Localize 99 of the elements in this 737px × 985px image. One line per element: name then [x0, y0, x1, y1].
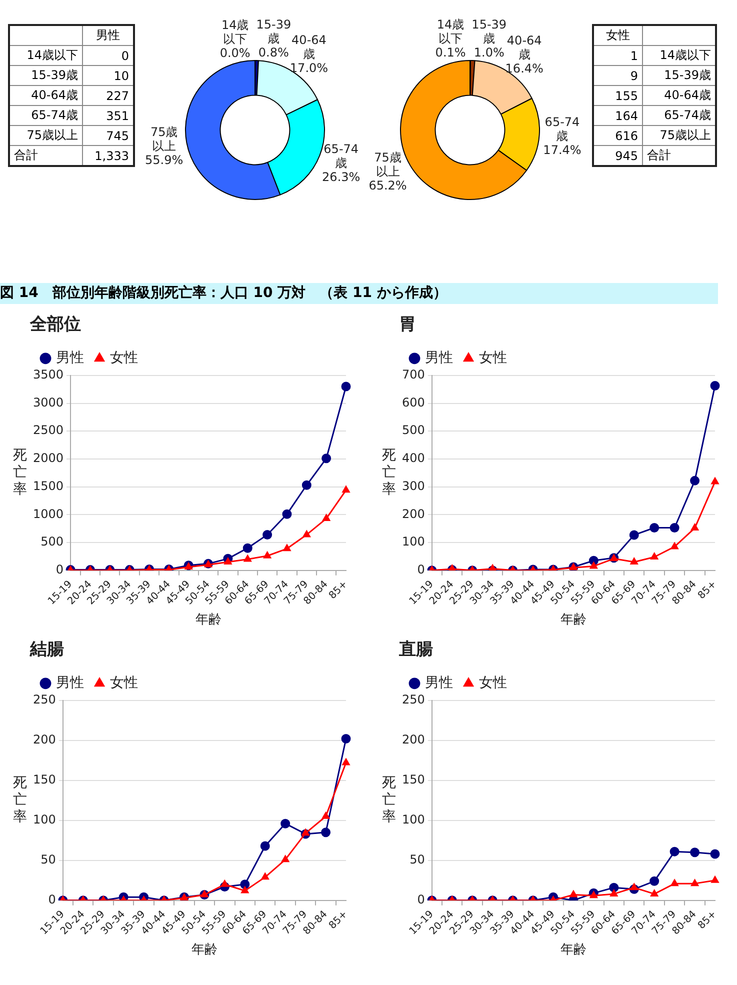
- category-label: 40-64歳: [9, 86, 82, 106]
- y-tick-label: 250: [402, 692, 425, 707]
- x-tick-label: 85+: [327, 908, 350, 932]
- category-label: 75歳以上: [642, 126, 716, 146]
- y-axis-title: 死亡率: [13, 448, 27, 498]
- data-label: 26.3%: [322, 170, 360, 184]
- category-label: 14歳以下: [642, 46, 716, 66]
- y-tick-label: 300: [402, 478, 425, 493]
- data-label: 155: [593, 86, 642, 106]
- data-label: 0.8%: [258, 46, 289, 60]
- y-tick-label: 200: [402, 732, 425, 747]
- x-axis-title: 年齢: [195, 612, 222, 628]
- x-axis-title: 年齢: [560, 612, 586, 628]
- x-axis-title: 年齢: [560, 942, 586, 958]
- chart-title: 胃: [399, 314, 416, 335]
- y-tick-label: 600: [402, 395, 425, 410]
- data-label: 0: [82, 46, 134, 66]
- slice-label: 65-74歳: [324, 142, 359, 170]
- data-label: 9: [593, 66, 642, 86]
- text: 女性: [593, 25, 642, 46]
- y-tick-label: 2500: [32, 423, 64, 438]
- y-tick-label: 50: [410, 852, 425, 866]
- data-label: 745: [82, 126, 134, 146]
- y-tick-label: 0: [56, 562, 64, 576]
- y-tick-label: 200: [33, 732, 56, 747]
- y-tick-label: 3500: [32, 368, 64, 382]
- category-label: 40-64歳: [642, 86, 716, 106]
- x-tick-label: 85+: [327, 578, 350, 602]
- legend-label: 女性: [110, 350, 138, 366]
- chart-title: 直腸: [398, 640, 433, 660]
- y-tick-label: 100: [33, 812, 56, 827]
- chart-title: 結腸: [29, 640, 64, 660]
- slice-label: 15-39歳: [472, 18, 507, 46]
- chart-title: 全部位: [29, 314, 81, 335]
- category-label: 65-74歳: [9, 106, 82, 126]
- slice-label: 40-64歳: [292, 33, 326, 62]
- data-label: 616: [593, 126, 642, 146]
- category-label: 15-39歳: [642, 66, 716, 86]
- x-tick-label: 85+: [696, 578, 719, 602]
- category-label: 15-39歳: [9, 66, 82, 86]
- y-axis-title: 死亡率: [382, 775, 396, 826]
- legend-label: 男性: [425, 350, 453, 366]
- y-tick-label: 50: [40, 852, 56, 866]
- y-tick-label: 1500: [32, 478, 64, 493]
- legend-label: 男性: [56, 675, 84, 692]
- y-tick-label: 100: [402, 812, 425, 827]
- y-tick-label: 150: [402, 772, 425, 787]
- y-tick-label: 250: [33, 692, 56, 707]
- y-tick-label: 2000: [32, 451, 64, 466]
- y-tick-label: 150: [33, 772, 56, 787]
- y-tick-label: 700: [402, 368, 425, 382]
- data-label: 17.0%: [290, 61, 328, 76]
- y-tick-label: 500: [402, 423, 425, 438]
- slice-label: 14歳以下: [436, 18, 464, 46]
- y-tick-label: 1000: [32, 506, 64, 521]
- y-tick-label: 100: [402, 534, 425, 549]
- data-label: 1.0%: [474, 46, 504, 60]
- y-tick-label: 3000: [32, 395, 64, 410]
- data-label: 0.1%: [435, 46, 466, 60]
- data-label: 65.2%: [368, 178, 407, 192]
- data-label: 227: [82, 86, 134, 106]
- slice-label: 75歳以上: [374, 150, 402, 178]
- y-tick-label: 500: [40, 534, 64, 549]
- text: 男性: [82, 25, 134, 46]
- y-tick-label: 400: [402, 451, 425, 466]
- text: 合計: [9, 146, 82, 166]
- legend-label: 女性: [479, 675, 507, 692]
- data-label: 55.9%: [145, 153, 184, 168]
- text: 合計: [642, 146, 716, 166]
- x-axis-title: 年齢: [191, 942, 218, 958]
- legend-label: 男性: [56, 350, 84, 366]
- y-axis-title: 死亡率: [13, 775, 27, 826]
- x-tick-label: 85+: [696, 908, 719, 932]
- slice-label: 40-64歳: [506, 33, 542, 62]
- category-label: 14歳以下: [221, 18, 249, 46]
- legend-label: 女性: [110, 675, 138, 692]
- legend-label: 男性: [425, 675, 453, 692]
- data-label: 16.4%: [505, 61, 544, 76]
- category-label: 65-74歳: [642, 106, 716, 126]
- y-tick-label: 0: [417, 892, 425, 906]
- text: 1,333: [82, 146, 134, 166]
- slice-label: 75歳以上: [150, 125, 178, 154]
- y-tick-label: 200: [402, 506, 425, 521]
- chart-subtitle: 図 14 部位別年齢階級別死亡率：人口 10 万対 （表 11 から作成）: [0, 283, 718, 304]
- data-label: 17.4%: [543, 142, 582, 157]
- category-label: 75歳以上: [9, 126, 82, 146]
- text: 0.0%: [220, 46, 250, 60]
- data-label: 1: [593, 46, 642, 66]
- data-label: 164: [593, 106, 642, 126]
- y-tick-label: 0: [48, 892, 56, 906]
- slice-label: 65-74歳: [544, 114, 580, 143]
- data-label: 351: [82, 106, 134, 126]
- data-label: 10: [82, 66, 134, 86]
- slice-label: 15-39歳: [256, 18, 292, 46]
- category-label: 14歳以下: [9, 46, 82, 66]
- text: 945: [593, 146, 642, 166]
- legend-label: 女性: [479, 350, 507, 366]
- y-axis-title: 死亡率: [382, 448, 396, 498]
- y-tick-label: 0: [417, 562, 425, 576]
